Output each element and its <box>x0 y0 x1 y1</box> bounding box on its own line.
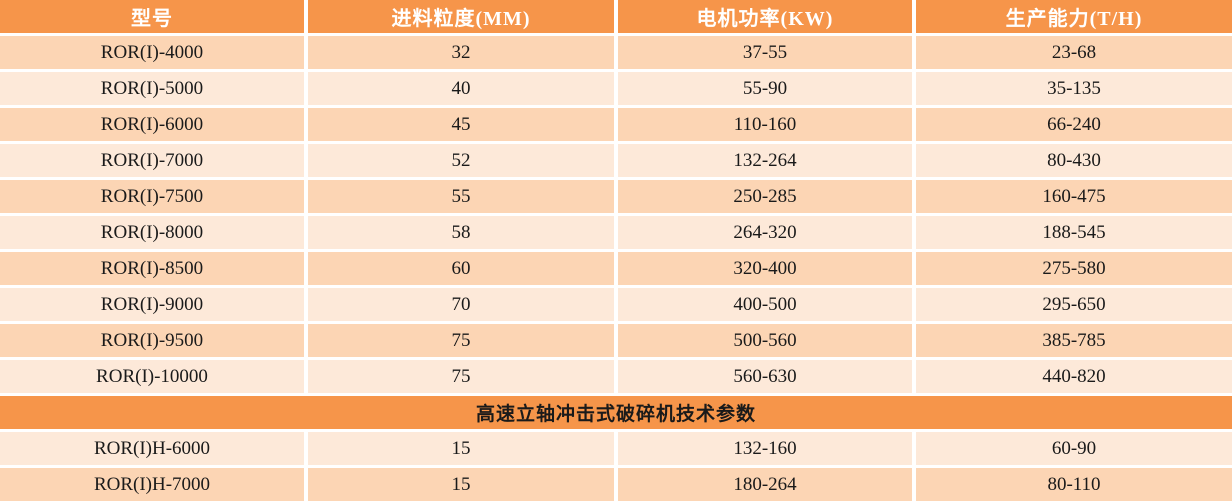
motor-power-cell: 400-500 <box>616 286 916 324</box>
capacity-cell: 66-240 <box>914 106 1232 144</box>
col-header-model: 型号 <box>0 0 308 36</box>
model-cell: ROR(I)-7000 <box>0 142 308 180</box>
feed-size-cell: 15 <box>306 466 618 501</box>
capacity-cell: 385-785 <box>914 322 1232 360</box>
motor-power-cell: 180-264 <box>616 466 916 501</box>
motor-power-cell: 37-55 <box>616 34 916 72</box>
table-row: ROR(I)-10000 75 560-630 440-820 <box>0 358 1232 396</box>
capacity-cell: 60-90 <box>914 430 1232 468</box>
motor-power-cell: 110-160 <box>616 106 916 144</box>
model-cell: ROR(I)H-7000 <box>0 466 308 501</box>
table-row: ROR(I)-4000 32 37-55 23-68 <box>0 34 1232 72</box>
table-row: ROR(I)H-6000 15 132-160 60-90 <box>0 430 1232 468</box>
capacity-cell: 80-430 <box>914 142 1232 180</box>
motor-power-cell: 500-560 <box>616 322 916 360</box>
section-header-row: 高速立轴冲击式破碎机技术参数 <box>0 394 1232 432</box>
motor-power-cell: 560-630 <box>616 358 916 396</box>
feed-size-cell: 52 <box>306 142 618 180</box>
motor-power-cell: 55-90 <box>616 70 916 108</box>
capacity-cell: 440-820 <box>914 358 1232 396</box>
table-row: ROR(I)-9500 75 500-560 385-785 <box>0 322 1232 360</box>
table-row: ROR(I)-8500 60 320-400 275-580 <box>0 250 1232 288</box>
table-header: 型号 进料粒度(MM) 电机功率(KW) 生产能力(T/H) <box>0 0 1232 36</box>
feed-size-cell: 75 <box>306 358 618 396</box>
table-row: ROR(I)-7500 55 250-285 160-475 <box>0 178 1232 216</box>
motor-power-cell: 320-400 <box>616 250 916 288</box>
feed-size-cell: 60 <box>306 250 618 288</box>
feed-size-cell: 40 <box>306 70 618 108</box>
col-header-feed-size: 进料粒度(MM) <box>306 0 618 36</box>
feed-size-cell: 32 <box>306 34 618 72</box>
feed-size-cell: 58 <box>306 214 618 252</box>
motor-power-cell: 132-264 <box>616 142 916 180</box>
capacity-cell: 275-580 <box>914 250 1232 288</box>
capacity-cell: 295-650 <box>914 286 1232 324</box>
table-body: ROR(I)-4000 32 37-55 23-68 ROR(I)-5000 40 55-9… <box>0 34 1232 501</box>
model-cell: ROR(I)H-6000 <box>0 430 308 468</box>
table-row: ROR(I)-8000 58 264-320 188-545 <box>0 214 1232 252</box>
table-row: ROR(I)H-7000 15 180-264 80-110 <box>0 466 1232 501</box>
motor-power-cell: 250-285 <box>616 178 916 216</box>
table-row: ROR(I)-5000 40 55-90 35-135 <box>0 70 1232 108</box>
table-row: ROR(I)-6000 45 110-160 66-240 <box>0 106 1232 144</box>
feed-size-cell: 70 <box>306 286 618 324</box>
table-row: ROR(I)-9000 70 400-500 295-650 <box>0 286 1232 324</box>
col-header-motor-power: 电机功率(KW) <box>616 0 916 36</box>
motor-power-cell: 132-160 <box>616 430 916 468</box>
model-cell: ROR(I)-7500 <box>0 178 308 216</box>
section-header: 高速立轴冲击式破碎机技术参数 <box>0 394 1232 432</box>
model-cell: ROR(I)-6000 <box>0 106 308 144</box>
motor-power-cell: 264-320 <box>616 214 916 252</box>
feed-size-cell: 15 <box>306 430 618 468</box>
model-cell: ROR(I)-9500 <box>0 322 308 360</box>
feed-size-cell: 55 <box>306 178 618 216</box>
feed-size-cell: 45 <box>306 106 618 144</box>
model-cell: ROR(I)-8500 <box>0 250 308 288</box>
col-header-capacity: 生产能力(T/H) <box>914 0 1232 36</box>
model-cell: ROR(I)-8000 <box>0 214 308 252</box>
capacity-cell: 188-545 <box>914 214 1232 252</box>
capacity-cell: 160-475 <box>914 178 1232 216</box>
table-row: ROR(I)-7000 52 132-264 80-430 <box>0 142 1232 180</box>
capacity-cell: 23-68 <box>914 34 1232 72</box>
feed-size-cell: 75 <box>306 322 618 360</box>
model-cell: ROR(I)-9000 <box>0 286 308 324</box>
model-cell: ROR(I)-4000 <box>0 34 308 72</box>
header-row: 型号 进料粒度(MM) 电机功率(KW) 生产能力(T/H) <box>0 0 1232 36</box>
capacity-cell: 35-135 <box>914 70 1232 108</box>
model-cell: ROR(I)-10000 <box>0 358 308 396</box>
model-cell: ROR(I)-5000 <box>0 70 308 108</box>
capacity-cell: 80-110 <box>914 466 1232 501</box>
